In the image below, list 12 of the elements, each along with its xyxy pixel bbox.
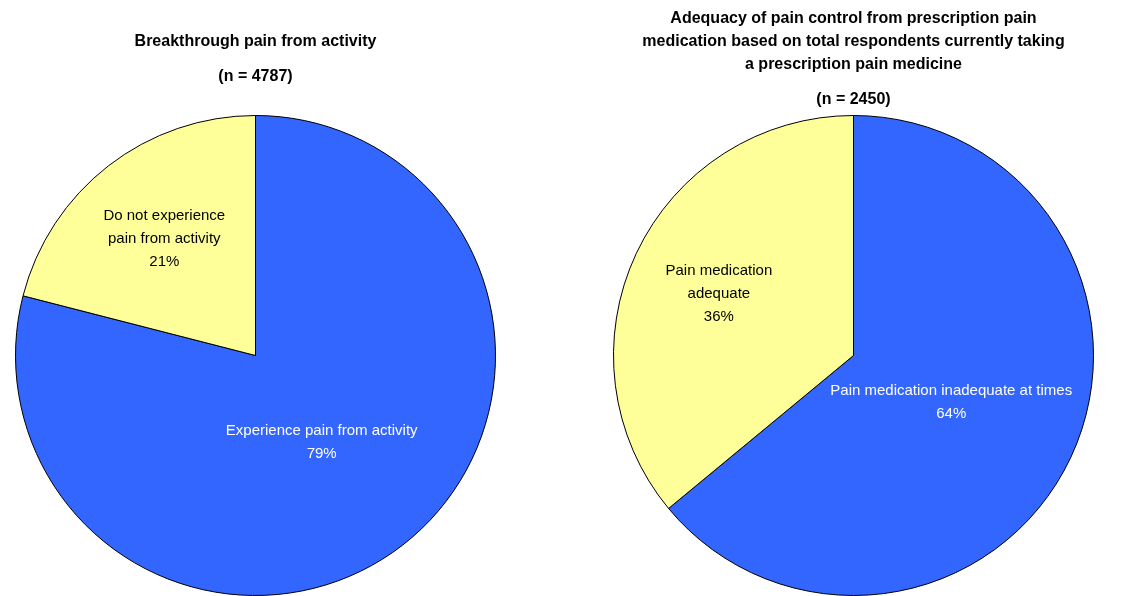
data-label: 79% bbox=[306, 443, 337, 461]
chart-title: Breakthrough pain from activity bbox=[134, 31, 377, 49]
slice-label: Pain medication inadequate at times bbox=[830, 381, 1073, 399]
data-label: 36% bbox=[703, 306, 734, 324]
slice-label: Pain medication adequate bbox=[665, 260, 773, 301]
data-label: 64% bbox=[936, 404, 967, 422]
slice-label: Experience pain from activity bbox=[225, 420, 419, 438]
slice-label: Do not experience pain from activity bbox=[103, 206, 226, 247]
chart-subtitle: (n = 4787) bbox=[218, 66, 293, 84]
chart-subtitle: (n = 2450) bbox=[816, 89, 891, 107]
data-label: 21% bbox=[149, 252, 180, 270]
chart-title: Adequacy of pain control from prescription pain medication based on total respondents currently taking a prescription pain medicine bbox=[642, 8, 1065, 72]
